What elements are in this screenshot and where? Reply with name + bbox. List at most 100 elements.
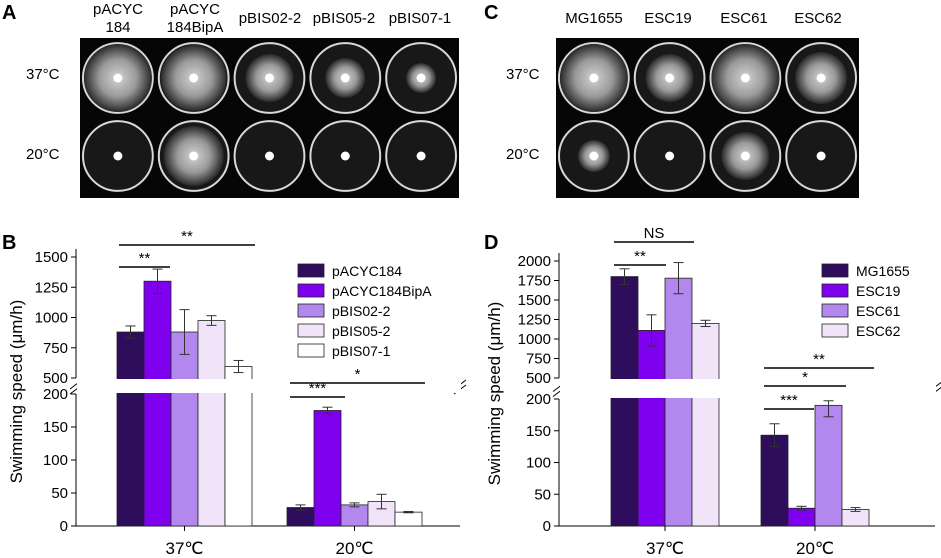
x-tick-label: 20℃ [335, 539, 373, 558]
inoculation-spot [740, 73, 750, 83]
significance-label: * [355, 366, 361, 383]
y-tick-label: 1500 [518, 292, 551, 309]
y-axis-label: Swimming speed (μm/h) [7, 300, 26, 484]
axis-break-gap [77, 379, 461, 393]
inoculation-spot [189, 73, 199, 83]
y-tick-label: 1500 [35, 249, 68, 266]
inoculation-spot [416, 73, 426, 83]
plate-label-line: 184BipA [166, 19, 224, 36]
significance-label: *** [780, 392, 798, 409]
panel-c-photo [556, 38, 859, 198]
x-tick-label: 37℃ [646, 539, 684, 558]
legend-label: ESC19 [856, 283, 901, 299]
y-tick-label: 50 [534, 486, 551, 503]
legend-label: pBIS07-1 [332, 343, 391, 359]
significance-label: ** [139, 250, 151, 267]
bar-pBIS02-2 [340, 504, 369, 527]
plate-label-line: pBIS02-2 [238, 10, 302, 27]
panel-letter-d: D [484, 232, 499, 254]
panel-c-plate-label: ESC62 [794, 10, 842, 27]
panel-d-chart: 500 750 1000 1250 1500 1750 2000 0 50 100 150 200 Sw… [485, 225, 941, 558]
significance-label: ** [813, 351, 825, 368]
significance-label: * [802, 369, 808, 386]
y-tick-label: 750 [43, 340, 68, 357]
significance-label: *** [309, 380, 327, 397]
y-tick-label: 500 [526, 370, 551, 387]
inoculation-spot [589, 151, 599, 161]
inoculation-spot [113, 73, 123, 83]
x-tick-label: 20℃ [796, 539, 834, 558]
panel-c-plate-label: MG1655 [565, 10, 623, 27]
bar-pACYC184BipA [143, 280, 172, 527]
panel-letter-c: C [484, 2, 499, 24]
axis-break-gap [560, 379, 936, 398]
y-tick-label: 100 [526, 455, 551, 472]
bar-ESC19 [637, 330, 666, 527]
panel-b-chart: 500 750 1000 1250 1500 0 50 100 150 200 Swimming s… [7, 228, 467, 558]
panel-c-row-label-20: 20°C [506, 146, 540, 163]
y-tick-label: 2000 [518, 253, 551, 270]
panel-letter-a: A [2, 2, 17, 24]
bar-ESC62 [691, 323, 720, 527]
significance-label: ** [634, 248, 646, 265]
legend-swatch [297, 303, 325, 318]
bar-MG1655 [760, 434, 789, 527]
y-tick-label: 50 [51, 485, 68, 502]
bar-ESC62 [841, 509, 870, 527]
legend-label: ESC62 [856, 323, 901, 339]
inoculation-spot [416, 151, 426, 161]
legend-swatch [297, 283, 325, 298]
x-tick-label: 37℃ [165, 539, 203, 558]
legend-swatch [821, 263, 849, 278]
y-tick-label: 1250 [518, 312, 551, 329]
inoculation-spot [816, 151, 826, 161]
inoculation-spot [113, 151, 123, 161]
y-tick-label: 150 [43, 419, 68, 436]
y-axis-label: Swimming speed (μm/h) [485, 302, 504, 486]
bar-pBIS07-1 [394, 511, 423, 527]
inoculation-spot [265, 73, 274, 83]
inoculation-spot [589, 73, 599, 83]
legend-swatch [297, 343, 325, 358]
inoculation-spot [340, 73, 350, 83]
bar-pBIS07-1 [224, 366, 253, 527]
inoculation-spot [340, 151, 350, 161]
inoculation-spot [740, 151, 750, 161]
panel-c-plate-label: ESC19 [644, 10, 692, 27]
plate-label-line: pBIS07-1 [388, 10, 452, 27]
significance-label: NS [644, 225, 665, 242]
plate-label-line: pACYC [92, 1, 144, 18]
y-tick-label: 200 [43, 386, 68, 403]
legend-label: pACYC184 [332, 263, 402, 279]
bar-pBIS05-2 [197, 320, 226, 527]
legend-label: MG1655 [856, 263, 910, 279]
legend-swatch [821, 303, 849, 318]
inoculation-spot [665, 73, 675, 83]
panel-letter-b: B [2, 232, 17, 254]
y-tick-label: 0 [60, 518, 68, 535]
bar-pACYC184 [116, 331, 145, 527]
bar-ESC61 [814, 404, 843, 527]
inoculation-spot [189, 151, 199, 161]
plate-label-line: 184 [105, 19, 131, 36]
panel-a-row-label-37: 37°C [26, 66, 60, 83]
legend-label: ESC61 [856, 303, 901, 319]
y-tick-label: 1750 [518, 273, 551, 290]
bar-ESC61 [664, 277, 693, 527]
panel-a-plate-label: pACYC 184BipA [150, 1, 240, 37]
y-tick-label: 1000 [35, 310, 68, 327]
panel-a-plate-label: pACYC 184 [73, 1, 163, 37]
panel-a-photo [80, 38, 459, 198]
legend-label: pBIS05-2 [332, 323, 391, 339]
y-tick-label: 1250 [35, 279, 68, 296]
bar-pBIS02-2 [170, 331, 199, 527]
plate-label-line: pBIS05-2 [312, 10, 376, 27]
legend-swatch [821, 323, 849, 338]
plate-label-line: pACYC [169, 1, 221, 18]
inoculation-spot [816, 73, 826, 83]
inoculation-spot [265, 151, 274, 161]
legend-label: pACYC184BipA [332, 283, 432, 299]
y-tick-label: 100 [43, 452, 68, 469]
legend-swatch [821, 283, 849, 298]
y-tick-label: 150 [526, 423, 551, 440]
